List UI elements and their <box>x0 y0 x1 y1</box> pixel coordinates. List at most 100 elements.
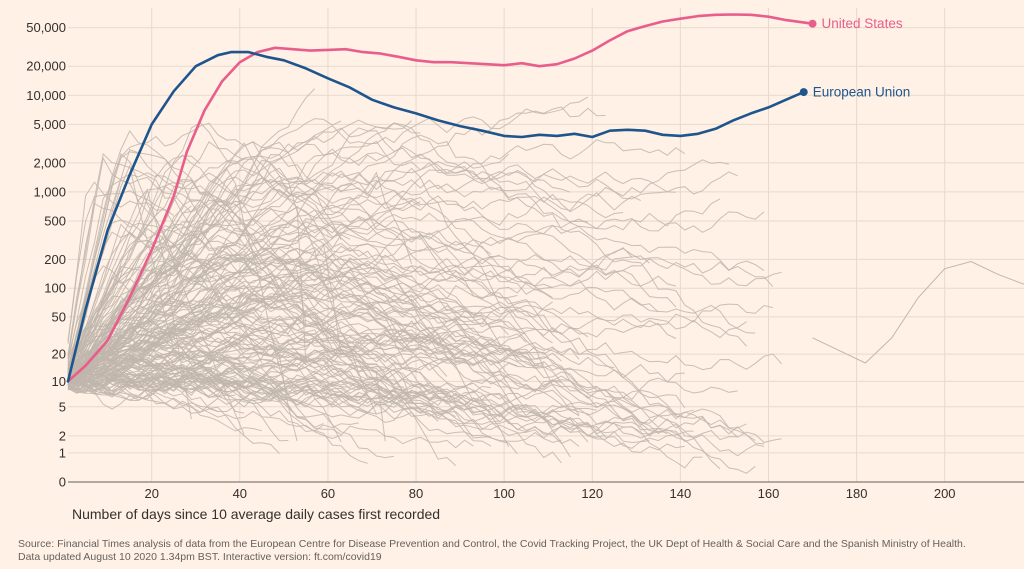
country-line <box>67 317 439 422</box>
country-line <box>67 176 756 364</box>
country-line <box>67 154 491 439</box>
country-line <box>67 328 685 453</box>
x-tick-label: 20 <box>144 486 158 501</box>
y-tick-label: 500 <box>44 213 66 228</box>
country-line <box>67 270 307 382</box>
country-line <box>67 201 421 386</box>
country-line <box>67 379 368 412</box>
y-tick-label: 5 <box>59 399 66 414</box>
source-note: Source: Financial Times analysis of data… <box>18 538 1008 564</box>
country-line <box>67 368 395 459</box>
country-line <box>67 258 765 385</box>
country-line <box>67 375 518 455</box>
country-line <box>67 199 694 432</box>
x-tick-label: 120 <box>581 486 603 501</box>
country-line <box>67 334 615 371</box>
country-line <box>67 330 544 386</box>
y-tick-label: 100 <box>44 281 66 296</box>
country-line <box>67 301 747 378</box>
country-line <box>67 159 729 384</box>
country-line <box>67 367 457 466</box>
country-line <box>67 302 500 377</box>
country-line <box>67 221 192 373</box>
country-line <box>67 127 774 372</box>
y-tick-label: 2,000 <box>33 155 66 170</box>
country-line <box>67 265 307 371</box>
country-line <box>67 295 280 381</box>
y-tick-label: 50 <box>52 309 66 324</box>
european-union-end-dot <box>799 88 808 97</box>
x-axis-label: Number of days since 10 average daily ca… <box>72 506 440 522</box>
country-line <box>67 364 359 432</box>
country-line <box>67 140 624 379</box>
x-tick-label: 40 <box>233 486 247 501</box>
y-tick-label: 50,000 <box>26 20 66 35</box>
chart-canvas: United States European Union 0 1 2 5 10 20 50 10… <box>26 8 1024 522</box>
y-tick-label: 10 <box>52 374 66 389</box>
y-axis-ticks: 0 1 2 5 10 20 50 100 200 500 1,000 2,000 5,000 10,000… <box>26 20 66 489</box>
country-line <box>67 369 430 396</box>
country-line <box>67 377 606 438</box>
country-line <box>67 188 192 420</box>
country-line <box>67 148 386 372</box>
source-line: Source: Financial Times analysis of data… <box>18 538 966 550</box>
country-line <box>67 355 219 386</box>
country-line <box>812 260 1024 364</box>
country-line <box>67 162 500 380</box>
country-line <box>67 264 262 379</box>
country-line <box>67 346 544 388</box>
country-line <box>67 382 218 414</box>
country-line <box>67 172 641 365</box>
x-tick-label: 60 <box>321 486 335 501</box>
country-line <box>67 155 201 359</box>
country-line <box>67 329 562 393</box>
country-line <box>67 141 245 376</box>
country-line <box>67 367 782 443</box>
country-line <box>67 153 509 384</box>
x-tick-label: 80 <box>409 486 423 501</box>
united-states-end-dot <box>808 19 817 28</box>
highlight-lines: United States European Union <box>66 13 911 383</box>
country-line <box>67 329 721 470</box>
country-line <box>67 122 747 383</box>
country-line <box>67 167 377 415</box>
y-tick-label: 1 <box>59 445 66 460</box>
country-line <box>67 365 492 413</box>
country-line <box>67 96 589 377</box>
country-line <box>67 332 298 442</box>
y-tick-label: 10,000 <box>26 88 66 103</box>
country-line <box>67 177 553 384</box>
updated-line: Data updated August 10 2020 1.34pm BST. … <box>18 551 382 563</box>
country-line <box>67 322 783 380</box>
x-tick-label: 140 <box>670 486 692 501</box>
country-line <box>67 312 597 412</box>
country-line <box>67 353 236 397</box>
country-line <box>67 254 632 384</box>
country-line <box>67 118 342 369</box>
x-axis-ticks: 20 40 60 80 100 120 140 160 180 200 <box>144 486 955 501</box>
country-lines <box>67 88 1024 474</box>
united-states-label: United States <box>822 16 903 31</box>
x-tick-label: 100 <box>493 486 515 501</box>
country-line <box>67 243 659 390</box>
country-line <box>67 301 553 382</box>
country-line <box>67 331 765 457</box>
country-line <box>67 155 677 417</box>
country-line <box>67 164 175 373</box>
country-line <box>67 149 430 370</box>
european-union-label: European Union <box>813 85 911 100</box>
y-tick-label: 5,000 <box>33 117 66 132</box>
y-tick-label: 200 <box>44 252 66 267</box>
country-line <box>67 88 316 372</box>
y-tick-label: 20,000 <box>26 59 66 74</box>
country-line <box>67 211 765 377</box>
united-states-line <box>66 13 814 383</box>
country-line <box>67 141 342 374</box>
y-tick-label: 0 <box>59 475 66 490</box>
x-tick-label: 180 <box>846 486 868 501</box>
european-union-line <box>66 50 806 383</box>
country-line <box>67 381 474 449</box>
country-line <box>67 247 315 388</box>
y-tick-label: 1,000 <box>33 184 66 199</box>
country-line <box>67 122 421 369</box>
